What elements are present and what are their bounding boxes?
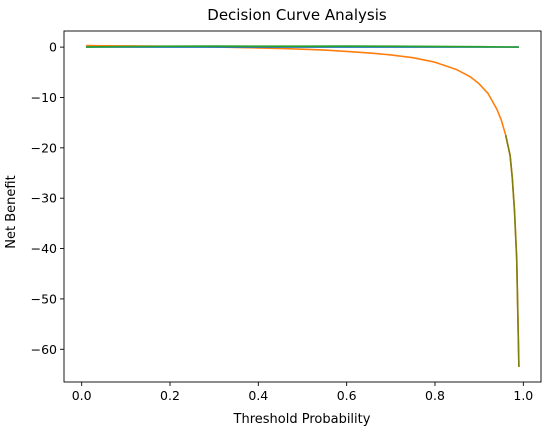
y-tick-label: 0 — [49, 40, 57, 55]
series-line-1 — [86, 44, 520, 367]
plot-frame — [63, 30, 542, 383]
series-layer — [86, 44, 520, 367]
y-tick-label: −60 — [31, 342, 57, 357]
y-axis-label: Net Benefit — [4, 175, 19, 248]
x-tick-label: 0.4 — [248, 388, 268, 403]
x-tick-label: 0.0 — [72, 388, 92, 403]
x-axis-label: Threshold Probability — [233, 412, 371, 427]
y-tick-label: −40 — [31, 241, 57, 256]
y-axis: 0 −10 −20 −30 −40 −50 −60 — [31, 40, 64, 357]
x-tick-label: 0.2 — [160, 388, 180, 403]
series-line-4 — [86, 45, 519, 48]
series-line-2 — [504, 135, 520, 367]
x-tick-label: 0.6 — [337, 388, 357, 403]
y-tick-label: −50 — [31, 291, 57, 306]
y-tick-label: −30 — [31, 191, 57, 206]
y-tick-label: −20 — [31, 140, 57, 155]
x-axis: 0.0 0.2 0.4 0.6 0.8 1.0 — [72, 382, 533, 403]
y-tick-label: −10 — [31, 90, 57, 105]
x-tick-label: 0.8 — [425, 388, 445, 403]
chart-title: Decision Curve Analysis — [207, 6, 387, 24]
x-tick-label: 1.0 — [513, 388, 533, 403]
